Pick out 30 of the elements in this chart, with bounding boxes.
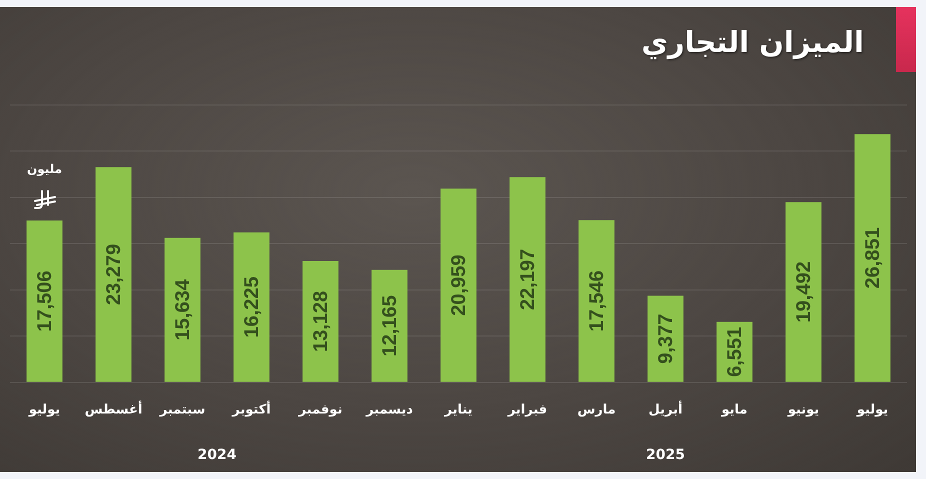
- data-label: 6,551: [724, 326, 746, 377]
- data-label: 13,128: [310, 290, 332, 352]
- data-label: 9,377: [655, 314, 678, 364]
- data-label: 17,506: [34, 270, 56, 332]
- x-tick-label: يوليو: [28, 402, 60, 418]
- x-tick-label: سبتمبر: [158, 402, 206, 418]
- data-label: 12,165: [379, 295, 402, 356]
- data-label: 23,279: [103, 244, 126, 306]
- x-tick-label: يوليو: [856, 402, 888, 418]
- x-tick-label: يونيو: [786, 402, 820, 418]
- data-label: 16,225: [241, 276, 264, 338]
- data-label: 26,851: [862, 227, 884, 289]
- x-tick-label: مايو: [720, 402, 748, 418]
- text: 2024: [198, 447, 236, 463]
- data-label: 17,546: [586, 270, 608, 332]
- text: 2025: [646, 447, 685, 463]
- x-tick-label: فبراير: [506, 402, 548, 418]
- x-tick-label: أبريل: [648, 400, 682, 418]
- x-tick-label: مارس: [577, 402, 616, 418]
- data-label: 19,492: [793, 261, 816, 323]
- y-axis-title: مليون: [27, 162, 62, 176]
- data-label: 20,959: [448, 254, 470, 316]
- x-tick-label: يناير: [443, 402, 473, 418]
- x-tick-label: أغسطس: [84, 400, 142, 418]
- x-tick-label: ديسمبر: [365, 402, 414, 418]
- chart-title: الميزان التجاري: [641, 25, 864, 59]
- x-tick-label: نوفمبر: [298, 402, 342, 418]
- x-tick-label: أكتوبر: [231, 400, 271, 418]
- data-label: 15,634: [172, 278, 194, 340]
- data-label: 22,197: [517, 248, 540, 310]
